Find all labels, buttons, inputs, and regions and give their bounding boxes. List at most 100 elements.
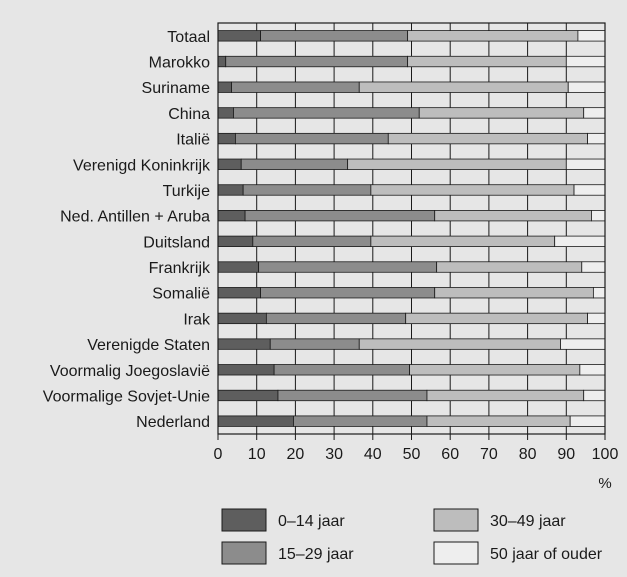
bar-irak-30-49-jaar [405,312,588,325]
bar-italie-50-jaar-of-ouder [587,132,606,145]
bar-verenigd-koninkrijk-50-jaar-of-ouder [565,158,606,170]
bar-nederland-0-14-jaar [217,415,294,427]
bar-china-15-29-jaar [233,107,420,119]
category-label-china: China [168,106,210,123]
bar-totaal-30-49-jaar [407,30,579,42]
bar-duitsland-30-49-jaar [370,235,556,247]
x-tick-label-80: 80 [519,446,537,463]
category-label-turkije: Turkije [163,183,211,200]
bar-voormalig-joegoslavie-0-14-jaar [217,364,275,376]
bar-nederland-50-jaar-of-ouder [569,415,606,427]
bar-verenigd-koninkrijk-0-14-jaar [217,158,242,170]
x-tick-label-70: 70 [480,446,498,463]
bar-verenigde-staten-15-29-jaar [269,338,360,350]
category-label-frankrijk: Frankrijk [149,260,211,277]
bar-nederland-15-29-jaar [293,415,428,427]
legend-swatch-30-49-jaar [433,508,479,532]
bar-frankrijk-0-14-jaar [217,261,260,273]
bar-ned-antillen-aruba-30-49-jaar [434,210,592,222]
bar-marokko-50-jaar-of-ouder [565,55,606,68]
category-label-somalie: Somalië [152,286,210,303]
x-tick-labels: 0 10 20 30 40 50 60 70 80 90 100 [214,434,619,463]
x-tick-label-50: 50 [403,446,421,463]
bar-china-50-jaar-of-ouder [583,107,606,119]
bar-somalie-50-jaar-of-ouder [592,287,606,299]
bar-suriname-0-14-jaar [217,81,232,93]
bar-italie-0-14-jaar [217,132,236,145]
category-labels: Totaal Marokko Suriname China Italië Verenigd… [43,29,211,431]
x-tick-label-10: 10 [248,446,266,463]
bar-turkije-30-49-jaar [370,184,575,196]
x-tick-label-0: 0 [214,446,223,463]
bar-voormalig-joegoslavie-50-jaar-of-ouder [579,364,606,376]
bar-duitsland-15-29-jaar [252,235,372,247]
bar-voormalige-sovjet-unie-30-49-jaar [426,389,585,402]
bar-irak-15-29-jaar [265,312,407,325]
category-label-verenigd-koninkrijk: Verenigd Koninkrijk [73,157,211,174]
bar-irak-0-14-jaar [217,312,267,325]
bar-totaal-0-14-jaar [217,30,261,42]
bar-voormalig-joegoslavie-15-29-jaar [273,364,410,376]
bar-nederland-30-49-jaar [426,415,571,427]
bar-ned-antillen-aruba-50-jaar-of-ouder [591,210,606,222]
x-tick-label-100: 100 [592,446,619,463]
category-label-ned-antillen-aruba: Ned. Antillen + Aruba [60,209,210,226]
legend-swatch-50-jaar-of-ouder [433,541,479,565]
bar-suriname-50-jaar-of-ouder [567,81,606,93]
bar-verenigde-staten-0-14-jaar [217,338,271,350]
bar-verenigde-staten-50-jaar-of-ouder [560,338,606,350]
bars [217,30,606,427]
category-label-irak: Irak [183,311,211,328]
bar-totaal-15-29-jaar [260,30,409,42]
bar-irak-50-jaar-of-ouder [587,312,606,325]
legend-swatch-0-14-jaar [221,508,267,532]
bar-voormalige-sovjet-unie-50-jaar-of-ouder [583,389,606,402]
legend-label-0-14-jaar: 0–14 jaar [278,513,345,530]
x-axis-unit: % [598,475,611,492]
bar-somalie-15-29-jaar [260,287,436,299]
bar-turkije-50-jaar-of-ouder [573,184,606,196]
legend: 0–14 jaar 15–29 jaar 30–49 jaar 50 jaar of … [221,508,603,565]
bar-marokko-30-49-jaar [407,55,567,68]
category-label-totaal: Totaal [167,29,210,46]
bar-voormalig-joegoslavie-30-49-jaar [409,364,581,376]
bar-frankrijk-50-jaar-of-ouder [581,261,606,273]
bar-somalie-30-49-jaar [434,287,594,299]
bar-marokko-0-14-jaar [217,55,227,68]
bar-italie-30-49-jaar [387,132,588,145]
bar-voormalige-sovjet-unie-15-29-jaar [277,389,428,402]
category-label-italie: Italië [176,132,210,149]
x-tick-label-90: 90 [557,446,575,463]
legend-label-15-29-jaar: 15–29 jaar [278,546,354,563]
legend-swatch-15-29-jaar [221,541,267,565]
category-label-suriname: Suriname [142,80,211,97]
bar-ned-antillen-aruba-15-29-jaar [244,210,436,222]
bar-suriname-30-49-jaar [358,81,569,93]
bar-italie-15-29-jaar [235,132,389,145]
bar-verenigd-koninkrijk-30-49-jaar [347,158,567,170]
bar-duitsland-50-jaar-of-ouder [554,235,606,247]
legend-label-30-49-jaar: 30–49 jaar [490,513,566,530]
bar-turkije-15-29-jaar [242,184,372,196]
category-label-duitsland: Duitsland [143,234,210,251]
x-tick-label-60: 60 [441,446,459,463]
bar-verenigde-staten-30-49-jaar [358,338,561,350]
bar-voormalige-sovjet-unie-0-14-jaar [217,389,279,402]
bar-china-30-49-jaar [418,107,585,119]
x-tick-label-40: 40 [364,446,382,463]
bar-frankrijk-30-49-jaar [436,261,583,273]
category-label-marokko: Marokko [149,55,210,72]
bar-totaal-50-jaar-of-ouder [577,30,606,42]
bar-duitsland-0-14-jaar [217,235,254,247]
x-tick-label-30: 30 [325,446,343,463]
category-label-nederland: Nederland [136,414,210,431]
bar-verenigd-koninkrijk-15-29-jaar [240,158,349,170]
bar-suriname-15-29-jaar [231,81,360,93]
category-label-voormalige-sovjet-unie: Voormalige Sovjet-Unie [43,388,210,405]
bar-china-0-14-jaar [217,107,234,119]
category-label-voormalig-joegoslavie: Voormalig Joegoslavië [50,363,210,380]
bar-somalie-0-14-jaar [217,287,261,299]
bar-frankrijk-15-29-jaar [258,261,438,273]
